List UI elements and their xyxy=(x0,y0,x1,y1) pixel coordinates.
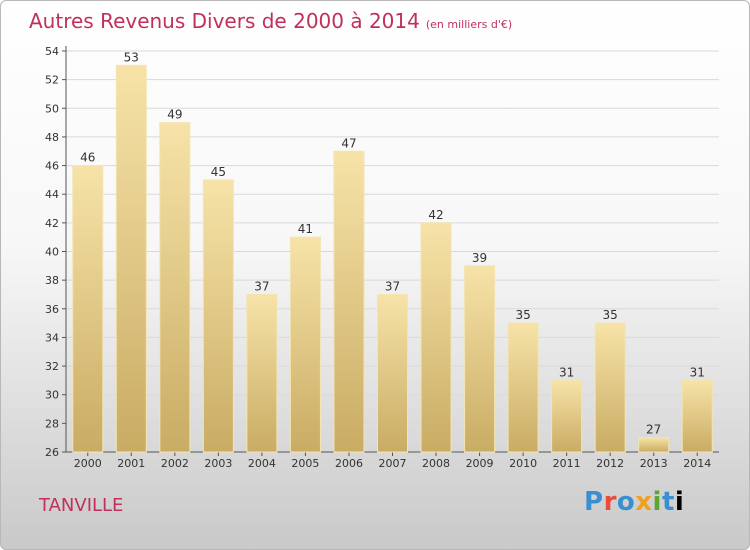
bar-2009 xyxy=(464,265,496,453)
y-tick-label: 40 xyxy=(45,246,59,259)
data-label: 27 xyxy=(646,423,661,437)
chart-title: Autres Revenus Divers de 2000 à 2014 (en … xyxy=(29,9,512,33)
y-tick-label: 44 xyxy=(45,188,59,201)
x-tick-label: 2007 xyxy=(379,457,407,470)
x-tick-label: 2013 xyxy=(640,457,668,470)
y-tick-label: 26 xyxy=(45,446,59,459)
bar-2014 xyxy=(681,379,713,453)
x-tick-label: 2005 xyxy=(291,457,319,470)
x-tick-label: 2008 xyxy=(422,457,450,470)
y-tick-label: 52 xyxy=(45,74,59,87)
y-tick-label: 28 xyxy=(45,417,59,430)
x-tick-label: 2003 xyxy=(204,457,232,470)
x-tick-label: 2010 xyxy=(509,457,537,470)
data-label: 41 xyxy=(298,222,313,236)
data-label: 49 xyxy=(167,108,182,122)
proxiti-logo[interactable]: Proxiti xyxy=(584,487,685,517)
bar-2011 xyxy=(551,379,583,453)
location-name: TANVILLE xyxy=(39,495,124,516)
y-tick-label: 50 xyxy=(45,102,59,115)
x-tick-label: 2011 xyxy=(553,457,581,470)
bar-2006 xyxy=(333,150,365,453)
data-label: 35 xyxy=(515,308,530,322)
bar-2000 xyxy=(72,165,104,453)
y-tick-label: 34 xyxy=(45,331,59,344)
unit-note: (en milliers d'€) xyxy=(425,18,513,31)
bars xyxy=(72,64,713,453)
x-tick-label: 2000 xyxy=(74,457,102,470)
bar-2010 xyxy=(507,322,539,453)
data-label: 47 xyxy=(341,136,356,150)
bar-2005 xyxy=(289,236,321,453)
y-tick-label: 46 xyxy=(45,160,59,173)
title-text: Autres Revenus Divers de 2000 à 2014 xyxy=(29,9,420,33)
x-tick-label: 2012 xyxy=(596,457,624,470)
data-labels: 46 53 49 45 37 41 47 37 42 39 35 31 35 27 31 xyxy=(80,50,705,436)
data-label: 31 xyxy=(690,365,705,379)
x-tick-label: 2006 xyxy=(335,457,363,470)
x-tick-label: 2014 xyxy=(683,457,711,470)
bar-2008 xyxy=(420,222,452,453)
y-tick-label: 32 xyxy=(45,360,59,373)
x-tick-label: 2009 xyxy=(466,457,494,470)
x-tick-label: 2002 xyxy=(161,457,189,470)
data-label: 35 xyxy=(603,308,618,322)
data-label: 45 xyxy=(211,165,226,179)
bar-2002 xyxy=(159,122,191,453)
y-tick-label: 36 xyxy=(45,303,59,316)
data-label: 53 xyxy=(124,50,139,64)
y-tick-label: 42 xyxy=(45,217,59,230)
bar-2004 xyxy=(246,293,278,453)
data-label: 42 xyxy=(428,208,443,222)
x-tick-label: 2004 xyxy=(248,457,276,470)
y-tick-label: 48 xyxy=(45,131,59,144)
bar-2003 xyxy=(202,179,234,453)
bar-2013 xyxy=(638,437,670,453)
data-label: 31 xyxy=(559,365,574,379)
bar-2007 xyxy=(377,293,408,453)
y-tick-label: 30 xyxy=(45,389,59,402)
x-tick-label: 2001 xyxy=(117,457,145,470)
data-label: 37 xyxy=(385,279,400,293)
data-label: 39 xyxy=(472,251,487,265)
data-label: 37 xyxy=(254,279,269,293)
bar-2001 xyxy=(115,64,147,453)
y-tick-label: 54 xyxy=(45,45,59,58)
data-label: 46 xyxy=(80,151,95,165)
y-tick-label: 38 xyxy=(45,274,59,287)
bar-2012 xyxy=(594,322,626,453)
